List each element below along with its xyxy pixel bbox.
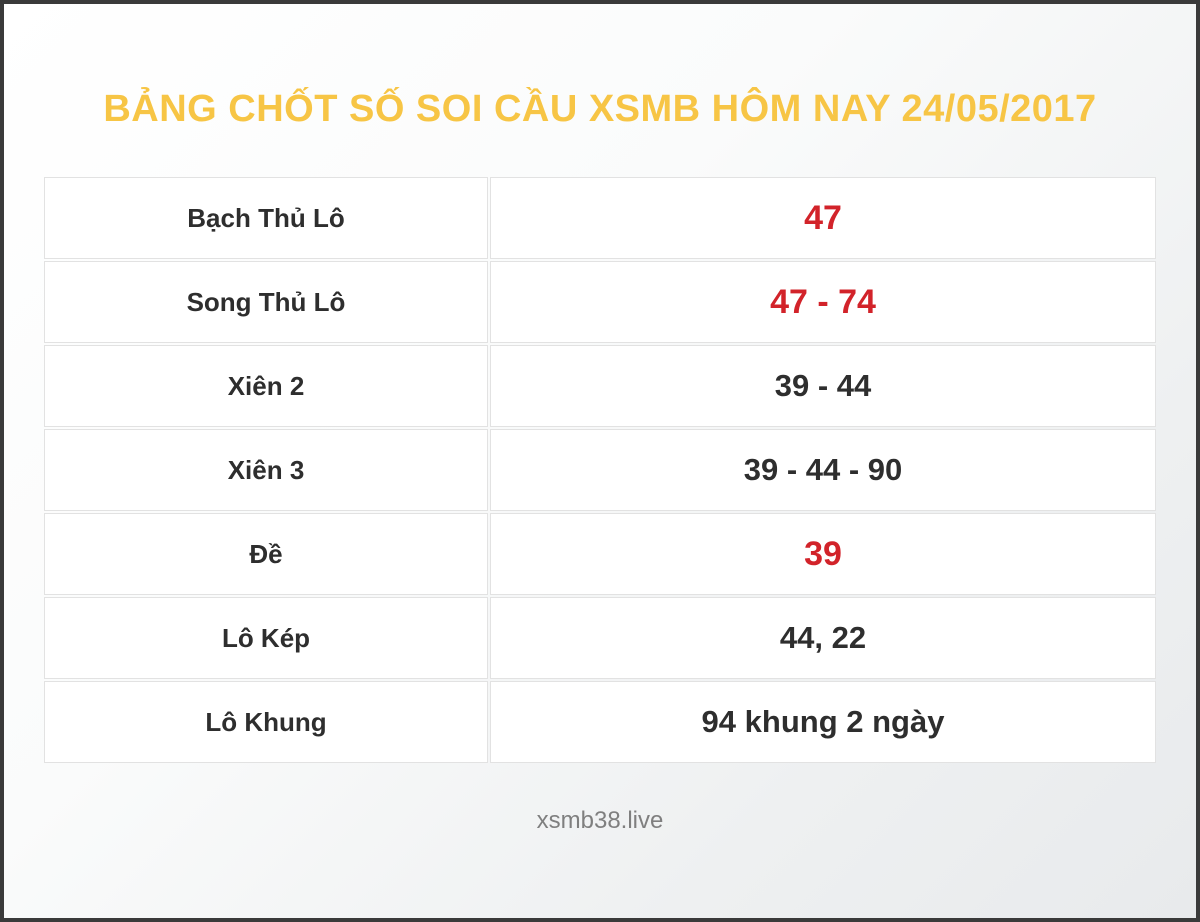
row-value: 47 - 74 [490,261,1156,343]
row-value: 39 - 44 [490,345,1156,427]
table-row: Xiên 2 39 - 44 [44,345,1156,427]
table-row: Lô Kép 44, 22 [44,597,1156,679]
prediction-table-body: Bạch Thủ Lô 47 Song Thủ Lô 47 - 74 Xiên … [44,177,1156,763]
row-value: 94 khung 2 ngày [490,681,1156,763]
table-row: Song Thủ Lô 47 - 74 [44,261,1156,343]
table-row: Xiên 3 39 - 44 - 90 [44,429,1156,511]
row-label: Lô Kép [44,597,488,679]
table-row: Lô Khung 94 khung 2 ngày [44,681,1156,763]
table-row: Đề 39 [44,513,1156,595]
row-value: 39 [490,513,1156,595]
row-value: 47 [490,177,1156,259]
row-label: Xiên 2 [44,345,488,427]
row-label: Lô Khung [44,681,488,763]
row-value: 44, 22 [490,597,1156,679]
prediction-table: Bạch Thủ Lô 47 Song Thủ Lô 47 - 74 Xiên … [42,175,1158,765]
row-label: Đề [44,513,488,595]
row-value: 39 - 44 - 90 [490,429,1156,511]
page-title: BẢNG CHỐT SỐ SOI CẦU XSMB HÔM NAY 24/05/… [103,88,1097,130]
row-label: Bạch Thủ Lô [44,177,488,259]
image-frame: BẢNG CHỐT SỐ SOI CẦU XSMB HÔM NAY 24/05/… [4,88,1196,835]
row-label: Xiên 3 [44,429,488,511]
footer-watermark: xsmb38.live [536,807,664,834]
row-label: Song Thủ Lô [44,261,488,343]
table-row: Bạch Thủ Lô 47 [44,177,1156,259]
